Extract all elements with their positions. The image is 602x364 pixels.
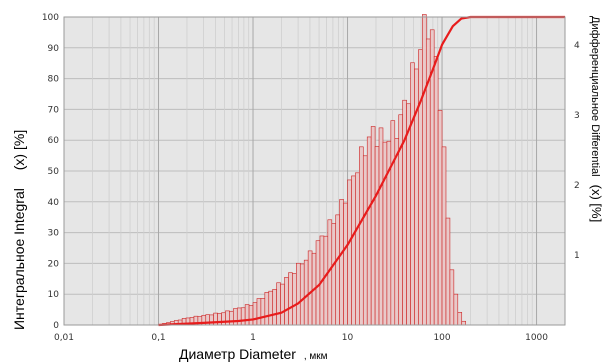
- differential-bars: [162, 14, 466, 326]
- differential-bar: [252, 302, 258, 326]
- differential-bar: [331, 223, 337, 326]
- x-axis-label-main: Диаметр Diameter: [179, 346, 296, 362]
- y-tick-label: 30: [48, 229, 60, 239]
- differential-bar: [390, 120, 396, 326]
- differential-bar: [229, 310, 234, 326]
- differential-bar: [288, 272, 293, 326]
- y-tick-label: 100: [42, 13, 59, 23]
- differential-bar: [284, 277, 289, 326]
- differential-bar: [233, 308, 238, 326]
- differential-bar: [260, 298, 266, 326]
- y2-axis-label-main: Дифференциальное Differential: [589, 16, 601, 177]
- differential-bar: [240, 307, 246, 326]
- plot-border: [63, 16, 566, 326]
- differential-bar: [453, 293, 459, 326]
- differential-bar: [292, 273, 297, 326]
- differential-bar: [394, 138, 400, 326]
- integral-curve: [158, 15, 565, 327]
- differential-bar: [339, 199, 344, 326]
- x-tick-label: 1000: [525, 333, 548, 343]
- differential-bar: [457, 312, 463, 326]
- differential-bar: [225, 310, 230, 326]
- differential-bar: [244, 304, 250, 326]
- differential-bar: [437, 110, 443, 326]
- differential-bar: [359, 146, 364, 326]
- differential-bar: [264, 292, 270, 326]
- x-axis-ticks: 0,01 0,1 1 10 100 1000: [54, 333, 548, 343]
- y-tick-label: 90: [48, 44, 60, 54]
- y2-tick-label: 1: [574, 251, 580, 261]
- differential-bar: [382, 141, 388, 326]
- differential-bar: [406, 103, 411, 326]
- differential-bar: [445, 217, 451, 326]
- differential-bar: [248, 305, 254, 326]
- x-tick-label: 0,1: [151, 333, 165, 343]
- differential-bar: [272, 289, 277, 326]
- y-axis-label-variable: (x) [%]: [11, 130, 27, 170]
- differential-bar: [276, 282, 281, 326]
- differential-bar: [303, 259, 309, 326]
- y-tick-label: 50: [48, 167, 60, 177]
- y2-axis-label: Дифференциальное Differential (x) [%]: [589, 16, 602, 222]
- differential-bar: [418, 49, 423, 326]
- differential-bar: [362, 155, 368, 326]
- differential-bar: [370, 126, 376, 326]
- x-tick-label: 100: [433, 333, 450, 343]
- differential-bar: [410, 62, 415, 326]
- y-tick-label: 0: [53, 321, 59, 331]
- y-axis-label-main: Интегральное Integral: [11, 188, 27, 330]
- x-axis-label: Диаметр Diameter , мкм: [179, 346, 328, 362]
- differential-bar: [299, 263, 305, 326]
- differential-bar: [280, 283, 285, 326]
- differential-bar: [217, 313, 222, 326]
- differential-bar: [347, 179, 352, 326]
- y2-axis-label-variable: (x) [%]: [589, 185, 602, 223]
- differential-bar: [335, 214, 340, 326]
- differential-bar: [374, 146, 380, 326]
- differential-bar: [441, 146, 447, 326]
- differential-bar: [296, 262, 301, 326]
- differential-bar: [355, 172, 360, 326]
- y2-axis-ticks: 1 2 3 4: [574, 41, 580, 261]
- y2-tick-label: 4: [574, 41, 580, 51]
- differential-bar: [343, 202, 348, 326]
- differential-bar: [323, 235, 329, 326]
- differential-bar: [433, 56, 439, 326]
- y-tick-label: 40: [48, 198, 60, 208]
- x-axis-unit: , мкм: [304, 351, 328, 362]
- y2-tick-label: 2: [574, 181, 580, 191]
- y-axis-ticks: 0 10 20 30 40 50 60 70 80 90 100: [42, 13, 59, 331]
- differential-bar: [366, 136, 372, 326]
- differential-bar: [307, 250, 313, 326]
- differential-bar: [221, 312, 226, 326]
- y-tick-label: 10: [48, 290, 60, 300]
- y-axis-label: Интегральное Integral (x) [%]: [11, 130, 27, 330]
- y-tick-label: 70: [48, 105, 60, 115]
- y2-tick-label: 3: [574, 111, 580, 121]
- differential-bar: [461, 320, 466, 326]
- differential-bar: [449, 269, 455, 326]
- differential-bar: [378, 127, 384, 326]
- y-tick-label: 60: [48, 136, 60, 146]
- differential-bar: [422, 14, 427, 326]
- differential-bar: [351, 175, 356, 326]
- differential-bar: [268, 290, 274, 326]
- x-tick-label: 10: [342, 333, 354, 343]
- y-tick-label: 20: [48, 259, 60, 269]
- x-tick-label: 0,01: [54, 333, 74, 343]
- differential-bar: [236, 307, 242, 326]
- differential-bar: [256, 298, 262, 326]
- y-tick-label: 80: [48, 75, 60, 85]
- x-tick-label: 1: [250, 333, 256, 343]
